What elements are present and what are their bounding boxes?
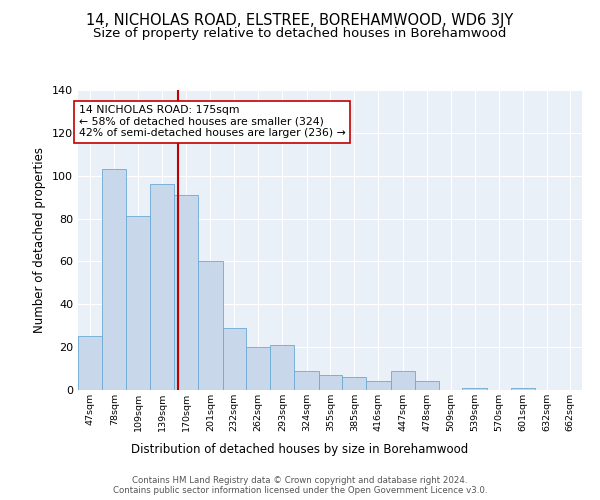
Bar — [199, 262, 223, 390]
Bar — [319, 375, 342, 390]
Bar — [150, 184, 174, 390]
Bar — [342, 377, 367, 390]
Bar — [246, 347, 270, 390]
Bar — [463, 388, 487, 390]
Bar — [127, 216, 150, 390]
Y-axis label: Number of detached properties: Number of detached properties — [34, 147, 46, 333]
Bar — [295, 370, 319, 390]
Bar — [174, 195, 199, 390]
Bar — [78, 336, 102, 390]
Text: 14 NICHOLAS ROAD: 175sqm
← 58% of detached houses are smaller (324)
42% of semi-: 14 NICHOLAS ROAD: 175sqm ← 58% of detach… — [79, 105, 346, 138]
Bar — [223, 328, 246, 390]
Bar — [102, 170, 127, 390]
Text: Size of property relative to detached houses in Borehamwood: Size of property relative to detached ho… — [94, 28, 506, 40]
Text: Contains HM Land Registry data © Crown copyright and database right 2024.
Contai: Contains HM Land Registry data © Crown c… — [113, 476, 487, 495]
Bar — [367, 382, 391, 390]
Bar — [415, 382, 439, 390]
Bar — [511, 388, 535, 390]
Text: 14, NICHOLAS ROAD, ELSTREE, BOREHAMWOOD, WD6 3JY: 14, NICHOLAS ROAD, ELSTREE, BOREHAMWOOD,… — [86, 12, 514, 28]
Bar — [270, 345, 295, 390]
Text: Distribution of detached houses by size in Borehamwood: Distribution of detached houses by size … — [131, 442, 469, 456]
Bar — [391, 370, 415, 390]
